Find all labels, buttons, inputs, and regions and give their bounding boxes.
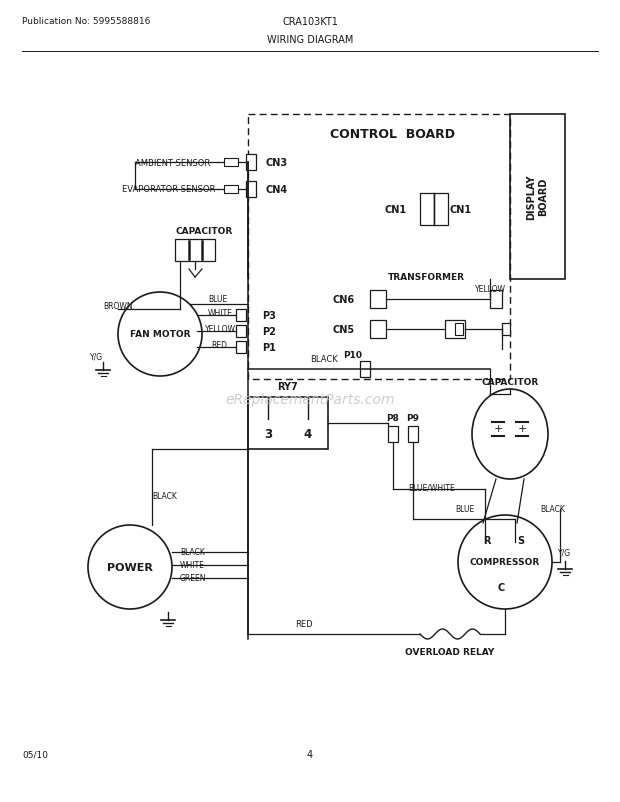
Text: BLUE/WHITE: BLUE/WHITE — [408, 483, 454, 492]
Text: OVERLOAD RELAY: OVERLOAD RELAY — [405, 648, 495, 657]
Text: P2: P2 — [262, 326, 276, 337]
Text: CN1: CN1 — [450, 205, 472, 215]
Bar — [455, 323, 463, 335]
Text: CN3: CN3 — [265, 158, 287, 168]
Bar — [248, 398, 328, 449]
Text: P3: P3 — [262, 310, 276, 321]
Bar — [490, 290, 502, 309]
Circle shape — [118, 293, 202, 376]
Bar — [360, 362, 370, 378]
Text: BROWN: BROWN — [103, 302, 133, 311]
Bar — [510, 115, 565, 280]
Text: P1: P1 — [262, 342, 276, 353]
Bar — [370, 290, 386, 309]
Text: CRA103KT1: CRA103KT1 — [282, 17, 338, 27]
Bar — [370, 321, 386, 338]
Text: TRANSFORMER: TRANSFORMER — [388, 273, 465, 282]
Bar — [388, 427, 398, 443]
Text: FAN MOTOR: FAN MOTOR — [130, 330, 190, 339]
Text: RED: RED — [295, 620, 312, 629]
Circle shape — [458, 516, 552, 610]
Bar — [236, 326, 246, 338]
Text: CN4: CN4 — [265, 184, 287, 195]
Text: CN5: CN5 — [333, 325, 355, 334]
Text: BLACK: BLACK — [180, 548, 205, 557]
Text: YELLOW: YELLOW — [205, 325, 236, 334]
Text: 4: 4 — [304, 428, 312, 441]
Bar — [502, 323, 510, 335]
Bar — [236, 342, 246, 354]
Text: R: R — [483, 535, 490, 545]
Text: RED: RED — [211, 341, 227, 350]
Bar — [246, 155, 256, 171]
Text: WHITE: WHITE — [180, 561, 205, 569]
Text: CAPACITOR: CAPACITOR — [175, 227, 232, 237]
Text: BLACK: BLACK — [152, 492, 177, 501]
Text: BLACK: BLACK — [310, 355, 338, 364]
Text: C: C — [497, 582, 504, 592]
Bar — [224, 186, 238, 194]
Text: +: + — [517, 423, 526, 433]
Text: CONTROL  BOARD: CONTROL BOARD — [330, 128, 455, 141]
Text: 4: 4 — [307, 749, 313, 759]
Text: S: S — [517, 535, 524, 545]
Text: WIRING DIAGRAM: WIRING DIAGRAM — [267, 35, 353, 45]
Text: Y/G: Y/G — [90, 352, 103, 361]
Bar — [408, 427, 418, 443]
Text: DISPLAY
BOARD: DISPLAY BOARD — [526, 174, 548, 220]
Text: 3: 3 — [264, 428, 272, 441]
Text: 05/10: 05/10 — [22, 750, 48, 759]
Text: AMBIENT SENSOR: AMBIENT SENSOR — [135, 158, 210, 168]
Text: P8: P8 — [386, 414, 399, 423]
Text: WHITE: WHITE — [208, 309, 233, 318]
Text: BLACK: BLACK — [540, 505, 565, 514]
Text: GREEN: GREEN — [180, 573, 206, 583]
Ellipse shape — [472, 390, 548, 480]
Bar — [434, 194, 448, 225]
Text: BLUE: BLUE — [455, 505, 474, 514]
Text: RY7: RY7 — [278, 382, 298, 391]
Text: P10: P10 — [343, 351, 363, 360]
Bar — [445, 321, 465, 338]
Text: P9: P9 — [407, 414, 420, 423]
Text: EVAPORATOR SENSOR: EVAPORATOR SENSOR — [122, 185, 215, 194]
Bar — [246, 182, 256, 198]
Text: COMPRESSOR: COMPRESSOR — [470, 558, 540, 567]
Text: Publication No: 5995588816: Publication No: 5995588816 — [22, 18, 151, 26]
Text: POWER: POWER — [107, 562, 153, 573]
Text: YELLOW: YELLOW — [475, 286, 506, 294]
Text: CN6: CN6 — [333, 294, 355, 305]
Text: CAPACITOR: CAPACITOR — [481, 378, 539, 387]
Text: eReplacementParts.com: eReplacementParts.com — [225, 392, 395, 407]
Bar — [236, 310, 246, 322]
Text: +: + — [494, 423, 503, 433]
Bar — [175, 240, 215, 261]
Bar — [224, 159, 238, 167]
Text: Y/G: Y/G — [558, 548, 571, 557]
Text: BLUE: BLUE — [208, 295, 228, 304]
Text: CN1: CN1 — [385, 205, 407, 215]
Bar — [420, 194, 434, 225]
Circle shape — [88, 525, 172, 610]
